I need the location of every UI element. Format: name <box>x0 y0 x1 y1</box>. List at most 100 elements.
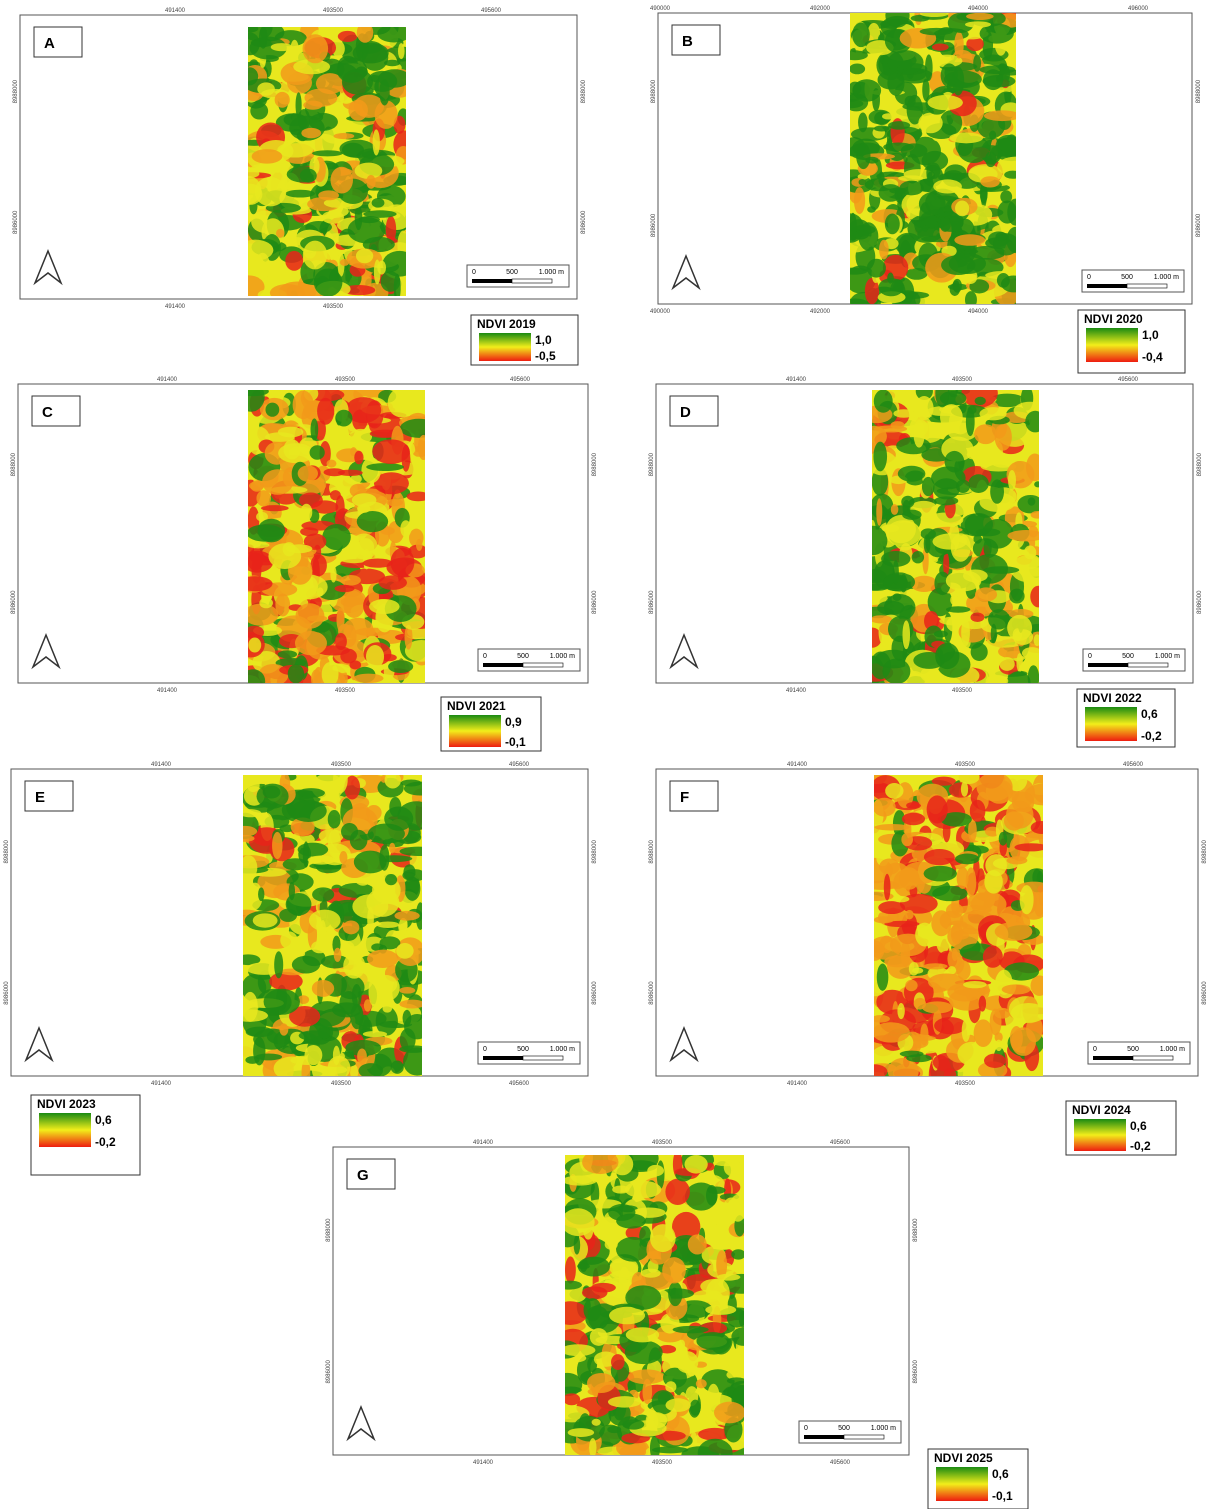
raster-patch <box>243 604 278 626</box>
raster-patch <box>983 946 1003 968</box>
raster-patch <box>873 798 896 817</box>
raster-patch <box>971 643 988 661</box>
raster-patch <box>354 851 387 874</box>
raster-patch <box>278 427 303 438</box>
bottom-coordinate: 491400 <box>787 1081 808 1087</box>
legend-max: 0,6 <box>1141 707 1158 721</box>
raster-patch <box>311 418 319 440</box>
raster-patch <box>272 832 282 859</box>
top-coordinate: 490000 <box>650 6 671 12</box>
raster-patch <box>391 548 415 577</box>
right-coordinate: 8988000 <box>1196 79 1202 103</box>
right-coordinate: 8988000 <box>592 452 598 476</box>
raster-patch <box>989 131 996 140</box>
legend-gradient <box>936 1467 988 1501</box>
raster-patch <box>589 1438 596 1457</box>
panel-label-box <box>670 781 718 811</box>
raster-patch <box>257 784 289 809</box>
bottom-coordinate: 495600 <box>509 1081 530 1087</box>
raster-patch <box>944 1068 956 1081</box>
right-coordinate: 8988000 <box>1202 840 1206 864</box>
raster-patch <box>318 190 339 200</box>
raster-patch <box>919 202 931 232</box>
legend-min: -0,5 <box>535 349 556 363</box>
raster-patch <box>343 591 364 618</box>
raster-patch <box>849 213 857 241</box>
raster-patch <box>912 551 924 563</box>
raster-patch <box>252 149 283 164</box>
raster-patch <box>975 397 986 405</box>
left-coordinate: 8986000 <box>649 590 655 614</box>
raster-patch <box>335 410 352 427</box>
legend-gradient <box>39 1113 91 1147</box>
raster-patch <box>373 129 380 155</box>
ndvi-raster <box>857 379 1055 696</box>
raster-patch <box>396 943 414 959</box>
raster-patch <box>934 1017 966 1034</box>
left-coordinate: 8988000 <box>651 79 657 103</box>
legend-title: NDVI 2020 <box>1084 312 1143 326</box>
raster-patch <box>974 1019 993 1047</box>
raster-patch <box>327 460 337 468</box>
raster-patch <box>348 100 368 121</box>
raster-patch <box>706 1208 716 1235</box>
bottom-coordinate: 493500 <box>331 1081 352 1087</box>
raster-patch <box>625 1285 661 1309</box>
left-coordinate: 8986000 <box>651 213 657 237</box>
raster-patch <box>319 829 344 843</box>
raster-patch <box>867 259 886 278</box>
raster-patch <box>356 249 373 264</box>
scale-label: 500 <box>517 1046 529 1053</box>
raster-patch <box>257 82 275 95</box>
raster-patch <box>300 169 317 183</box>
top-coordinate: 493500 <box>331 762 352 768</box>
raster-patch <box>286 544 312 553</box>
raster-patch <box>961 619 970 647</box>
raster-patch <box>939 216 950 232</box>
raster-patch <box>893 409 914 418</box>
left-coordinate: 8986000 <box>326 1359 332 1383</box>
raster-patch <box>965 21 991 27</box>
left-coordinate: 8988000 <box>649 452 655 476</box>
raster-patch <box>350 1065 358 1080</box>
raster-patch <box>905 910 913 920</box>
raster-patch <box>388 388 416 418</box>
right-coordinate: 8988000 <box>592 840 598 864</box>
raster-patch <box>999 832 1008 846</box>
raster-patch <box>308 855 336 864</box>
raster-patch <box>690 1400 701 1416</box>
raster-patch <box>335 585 355 592</box>
raster-patch <box>961 782 968 797</box>
raster-patch <box>882 658 910 684</box>
raster-patch <box>399 987 415 994</box>
raster-patch <box>888 121 910 130</box>
raster-patch <box>299 492 323 507</box>
raster-patch <box>882 113 894 119</box>
panel-label: B <box>682 33 693 50</box>
bottom-coordinate: 493500 <box>952 688 973 694</box>
raster-patch <box>339 140 375 158</box>
raster-patch <box>899 867 920 889</box>
raster-patch <box>879 240 889 260</box>
raster-patch <box>970 800 986 822</box>
raster-patch <box>608 1396 641 1407</box>
raster-patch <box>391 1060 404 1073</box>
scale-bar-light <box>1133 1056 1173 1060</box>
raster-patch <box>647 1412 667 1428</box>
bottom-coordinate: 491400 <box>786 688 807 694</box>
ndvi-raster <box>551 1142 760 1467</box>
bottom-coordinate: 493500 <box>955 1081 976 1087</box>
raster-patch <box>384 806 413 830</box>
raster-patch <box>366 463 404 471</box>
raster-patch <box>357 511 388 532</box>
raster-patch <box>980 176 999 187</box>
raster-patch <box>290 40 299 61</box>
raster-patch <box>928 512 963 527</box>
scale-bar-dark <box>483 1056 523 1060</box>
right-coordinate: 8986000 <box>1196 213 1202 237</box>
top-coordinate: 491400 <box>165 8 186 14</box>
scale-label: 500 <box>517 653 529 660</box>
raster-patch <box>872 1022 910 1042</box>
raster-patch <box>319 1027 331 1039</box>
raster-patch <box>317 398 334 425</box>
